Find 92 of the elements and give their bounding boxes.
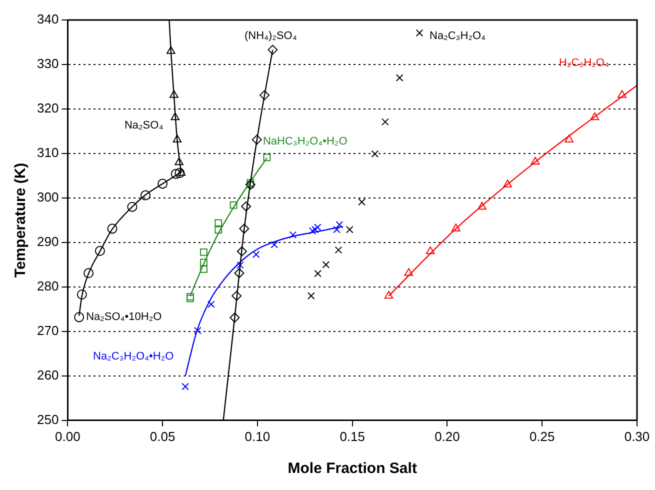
point bbox=[176, 168, 186, 176]
point bbox=[182, 382, 190, 390]
series-label: Na₂SO₄ bbox=[124, 120, 164, 132]
point bbox=[478, 202, 486, 210]
point bbox=[270, 240, 278, 248]
point bbox=[334, 246, 342, 254]
point bbox=[252, 134, 262, 145]
x-tick-label: 0.15 bbox=[340, 428, 365, 444]
y-tick-label: 300 bbox=[36, 190, 59, 205]
point bbox=[107, 224, 118, 234]
text: Na₂C₃H₂O₄•H₂O bbox=[93, 350, 174, 363]
point bbox=[236, 261, 244, 269]
point bbox=[314, 270, 322, 278]
point bbox=[307, 292, 315, 300]
point bbox=[207, 300, 215, 308]
point bbox=[618, 90, 626, 98]
point bbox=[396, 74, 404, 82]
point bbox=[311, 226, 319, 234]
point bbox=[371, 150, 379, 158]
point bbox=[230, 201, 238, 209]
point bbox=[530, 156, 540, 165]
y-axis-title: Temperature (K) bbox=[12, 162, 30, 278]
point bbox=[174, 157, 184, 166]
y-tick-label: 280 bbox=[36, 278, 59, 294]
point bbox=[76, 289, 87, 300]
point bbox=[127, 202, 138, 212]
point bbox=[158, 178, 168, 189]
x-tick-label: 0.25 bbox=[529, 428, 555, 444]
point bbox=[200, 265, 208, 273]
point bbox=[140, 190, 150, 200]
point bbox=[333, 226, 340, 234]
point bbox=[74, 312, 84, 322]
point bbox=[426, 246, 435, 254]
point bbox=[186, 294, 194, 302]
point bbox=[94, 246, 105, 256]
x-axis-title: Mole Fraction Salt bbox=[288, 460, 417, 478]
point bbox=[170, 90, 178, 98]
x-tick-label: 0.00 bbox=[55, 428, 80, 444]
point bbox=[381, 118, 389, 126]
point bbox=[358, 198, 366, 206]
y-tick-label: 330 bbox=[36, 56, 59, 72]
point bbox=[236, 246, 247, 256]
point bbox=[230, 312, 240, 323]
point bbox=[166, 46, 176, 54]
point bbox=[268, 44, 278, 55]
point bbox=[404, 268, 414, 276]
point bbox=[452, 224, 460, 232]
x-tick-label: 0.20 bbox=[434, 428, 460, 444]
point bbox=[322, 261, 330, 268]
point bbox=[241, 201, 252, 212]
y-tick-label: 270 bbox=[36, 323, 59, 338]
point bbox=[239, 224, 250, 234]
point bbox=[346, 226, 354, 234]
x-tick-label: 0.10 bbox=[244, 428, 270, 444]
series-label: Na₂C₃H₂O₄ bbox=[430, 30, 486, 42]
point bbox=[289, 231, 297, 239]
point bbox=[170, 112, 180, 120]
point bbox=[232, 290, 242, 301]
y-tick-label: 290 bbox=[36, 234, 59, 250]
point bbox=[336, 220, 344, 228]
point bbox=[314, 224, 322, 231]
point bbox=[564, 134, 574, 142]
y-tick-label: 250 bbox=[36, 412, 59, 427]
series-label: (NH₄)₂SO₄ bbox=[244, 30, 298, 42]
y-tick-label: 320 bbox=[36, 100, 59, 116]
point bbox=[259, 90, 270, 100]
point bbox=[503, 180, 512, 188]
point bbox=[263, 154, 271, 162]
point bbox=[170, 168, 181, 179]
point bbox=[200, 248, 208, 256]
y-tick-label: 310 bbox=[36, 145, 59, 160]
text: H₂C₃H₂O₄ bbox=[559, 57, 610, 70]
point bbox=[186, 293, 194, 300]
point bbox=[194, 326, 202, 334]
y-tick-label: 260 bbox=[36, 367, 59, 382]
point bbox=[172, 134, 182, 142]
point bbox=[84, 268, 94, 278]
point bbox=[174, 168, 185, 178]
point bbox=[308, 227, 316, 235]
point bbox=[590, 112, 600, 120]
point bbox=[234, 268, 244, 278]
point bbox=[384, 290, 394, 299]
point bbox=[252, 250, 260, 258]
series-label: Na₂SO₄•10H₂O bbox=[86, 311, 162, 324]
x-tick-label: 0.30 bbox=[624, 428, 650, 444]
series-label: NaHC₃H₂O₄•H₂O bbox=[262, 136, 348, 148]
point bbox=[200, 258, 208, 266]
point bbox=[214, 226, 222, 234]
point bbox=[416, 29, 424, 37]
x-tick-label: 0.05 bbox=[150, 428, 176, 444]
point bbox=[214, 219, 222, 227]
y-tick-label: 340 bbox=[36, 12, 59, 27]
